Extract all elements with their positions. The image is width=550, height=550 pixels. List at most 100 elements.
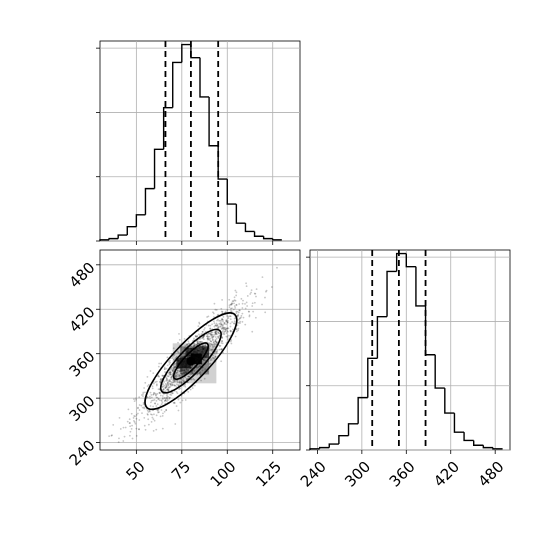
scatter-sample-point — [180, 369, 183, 372]
scatter-sample-point — [166, 397, 169, 400]
scatter-sample-point — [197, 325, 200, 328]
scatter-sample-point — [168, 372, 170, 375]
scatter-sample-point — [165, 384, 168, 387]
scatter-sample-point — [150, 401, 152, 404]
scatter-sample-point — [168, 380, 171, 382]
scatter-sample-point — [189, 374, 192, 376]
scatter-sample-point — [126, 420, 129, 423]
scatter-sample-point — [165, 367, 168, 370]
scatter-sample-point — [215, 343, 217, 346]
scatter-sample-point — [164, 385, 167, 388]
scatter-sample-point — [237, 313, 240, 316]
scatter-sample-point — [184, 371, 187, 374]
x-hist-bin-7 — [162, 106, 173, 150]
scatter-sample-point — [158, 392, 161, 394]
scatter-sample-point — [221, 318, 224, 321]
scatter-sample-point — [183, 346, 186, 349]
scatter-sample-point — [215, 337, 218, 340]
scatter-sample-point — [264, 311, 267, 314]
scatter-sample-point — [224, 330, 226, 333]
scatter-sample-point — [222, 328, 225, 331]
scatter-sample-point — [149, 397, 151, 400]
joint-xtick-label: 125 — [252, 458, 285, 491]
scatter-sample-point — [231, 302, 233, 305]
scatter-sample-point — [174, 375, 177, 378]
scatter-sample-point — [173, 367, 176, 370]
scatter-sample-point — [146, 395, 149, 398]
scatter-sample-point — [161, 401, 164, 404]
scatter-sample-point — [185, 377, 188, 380]
scatter-sample-point — [182, 378, 185, 380]
scatter-sample-point — [165, 400, 168, 403]
scatter-sample-point — [173, 363, 176, 366]
scatter-sample-point — [184, 385, 187, 388]
scatter-sample-point — [223, 331, 226, 334]
scatter-sample-point — [187, 340, 190, 343]
scatter-sample-point — [175, 374, 178, 377]
scatter-sample-point — [153, 399, 156, 401]
scatter-sample-point — [218, 345, 221, 347]
scatter-sample-point — [165, 377, 168, 380]
scatter-sample-point — [209, 334, 212, 336]
scatter-sample-point — [173, 366, 176, 369]
scatter-sample-point — [135, 417, 138, 420]
scatter-sample-point — [128, 434, 131, 437]
scatter-sample-point — [194, 344, 196, 346]
scatter-sample-point — [225, 319, 228, 321]
scatter-sample-point — [252, 310, 255, 313]
scatter-sample-point — [210, 334, 213, 336]
scatter-sample-point — [138, 409, 141, 411]
scatter-sample-point — [143, 406, 146, 409]
scatter-sample-point — [142, 393, 144, 395]
scatter-sample-point — [149, 391, 152, 394]
scatter-sample-point — [226, 330, 228, 332]
scatter-sample-point — [155, 405, 158, 407]
scatter-sample-point — [181, 356, 184, 359]
scatter-sample-point — [170, 376, 173, 379]
scatter-sample-point — [169, 372, 172, 374]
scatter-sample-point — [155, 383, 158, 386]
y-hist-bin-1 — [318, 446, 330, 449]
scatter-sample-point — [229, 315, 232, 318]
x-hist-bin-8 — [172, 61, 182, 108]
scatter-sample-point — [193, 378, 196, 381]
scatter-sample-point — [167, 389, 170, 392]
scatter-sample-point — [160, 399, 163, 402]
scatter-sample-point — [233, 317, 236, 320]
scatter-sample-point — [162, 412, 164, 415]
scatter-sample-point — [209, 348, 212, 351]
scatter-sample-point — [234, 299, 237, 302]
y-hist-bin-6 — [367, 357, 378, 398]
scatter-sample-point — [211, 348, 214, 351]
x-hist-bin-16 — [244, 223, 255, 233]
scatter-sample-point — [169, 373, 172, 376]
scatter-sample-point — [237, 329, 239, 332]
scatter-sample-point — [174, 366, 176, 368]
scatter-sample-point — [212, 341, 215, 343]
scatter-sample-point — [213, 302, 216, 305]
x-hist-bin-2 — [117, 234, 128, 239]
scatter-sample-point — [203, 359, 206, 361]
scatter-sample-point — [177, 398, 180, 401]
scatter-sample-point — [213, 322, 216, 324]
scatter-sample-point — [146, 375, 149, 378]
scatter-sample-point — [179, 370, 181, 373]
scatter-sample-point — [206, 335, 208, 338]
x-hist-bin-14 — [226, 179, 237, 205]
scatter-sample-point — [214, 332, 217, 334]
scatter-sample-point — [220, 323, 223, 326]
scatter-sample-point — [138, 428, 140, 431]
scatter-sample-point — [135, 427, 138, 430]
scatter-sample-point — [211, 345, 214, 348]
scatter-sample-point — [188, 375, 190, 378]
scatter-sample-point — [270, 286, 273, 288]
scatter-sample-point — [244, 307, 247, 310]
scatter-sample-point — [165, 383, 168, 386]
x-hist-bin-6 — [153, 148, 164, 189]
scatter-sample-point — [212, 316, 215, 318]
scatter-sample-point — [183, 369, 186, 372]
scatter-sample-point — [222, 315, 225, 318]
scatter-sample-point — [233, 302, 235, 305]
scatter-sample-point — [199, 373, 202, 376]
scatter-sample-point — [220, 307, 223, 310]
